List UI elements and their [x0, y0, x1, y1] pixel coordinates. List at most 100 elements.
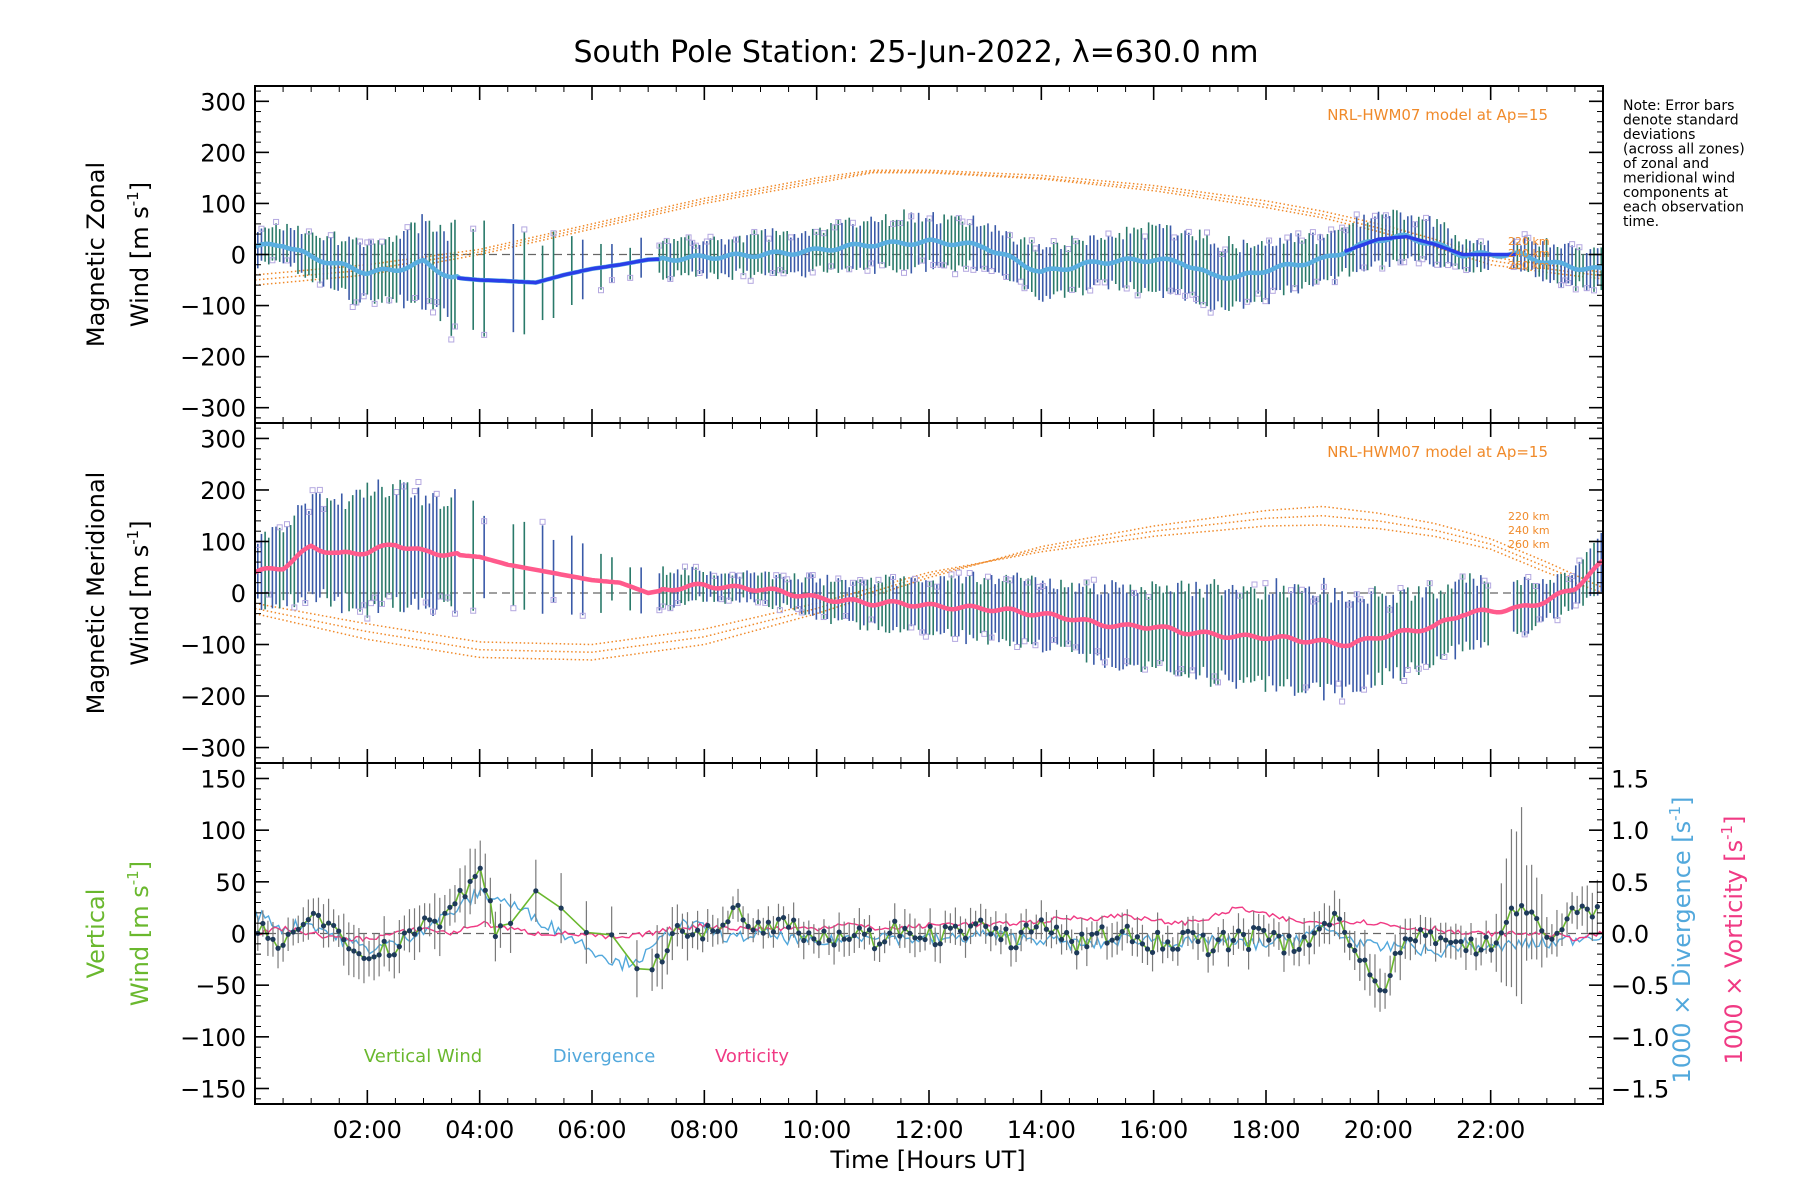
- scatter-point: [1569, 241, 1576, 248]
- vertical-wind-point: [856, 925, 862, 931]
- scatter-point: [984, 573, 991, 580]
- scatter-point: [1397, 585, 1404, 592]
- y-tick-label: 300: [200, 88, 246, 116]
- scatter-point: [908, 213, 915, 220]
- vertical-wind-point: [1493, 940, 1499, 946]
- vertical-wind-point: [315, 912, 322, 918]
- note-line: components at: [1623, 185, 1729, 201]
- vertical-wind-point: [583, 929, 589, 936]
- scatter-point: [795, 606, 802, 613]
- vertical-wind-point: [396, 944, 402, 950]
- scatter-point: [911, 575, 918, 582]
- scatter-point: [1032, 245, 1039, 252]
- scatter-point: [269, 257, 276, 264]
- vertical-wind-point: [1331, 910, 1338, 916]
- y-tick-label: 100: [200, 528, 246, 556]
- scatter-point: [1269, 287, 1276, 294]
- scatter-point: [1072, 238, 1079, 245]
- y-tick-label: −100: [180, 632, 246, 660]
- vertical-wind-point: [932, 942, 938, 948]
- scatter-point: [1017, 278, 1024, 285]
- scatter-point: [411, 295, 418, 302]
- model-curve-zonal-2: [255, 172, 1603, 286]
- vertical-wind-point: [1433, 940, 1439, 947]
- model-altitude-label: 220 km: [1508, 510, 1550, 523]
- vertical-wind-point: [442, 910, 448, 916]
- scatter-point: [660, 603, 667, 610]
- vertical-wind-point: [381, 938, 387, 944]
- y-axis-label-line2: Wind [m s-1]: [124, 182, 154, 327]
- vertical-wind-point: [1311, 930, 1317, 936]
- vertical-wind-point: [710, 928, 716, 934]
- vertical-wind-point: [432, 918, 438, 924]
- scatter-point: [393, 489, 400, 496]
- scatter-point: [692, 242, 699, 249]
- scatter-point: [667, 605, 674, 612]
- vertical-wind-point: [1342, 929, 1348, 935]
- note-line: of zonal and: [1623, 156, 1709, 172]
- vertical-wind-point: [1114, 935, 1120, 941]
- scatter-point: [481, 518, 488, 525]
- scatter-point: [762, 599, 769, 606]
- vertical-wind-point: [1064, 929, 1070, 936]
- vertical-wind-point: [1463, 947, 1469, 954]
- scatter-point: [1134, 292, 1141, 299]
- model-altitude-label: 220 km: [1508, 235, 1550, 248]
- scatter-point: [1361, 264, 1368, 271]
- vertical-wind-point: [1074, 950, 1080, 956]
- x-tick-label: 22:00: [1456, 1116, 1525, 1144]
- y-axis-label-line1: Magnetic Zonal: [82, 162, 110, 347]
- y-tick-label: −300: [180, 735, 246, 763]
- scatter-point: [941, 262, 948, 269]
- scatter-point: [1361, 686, 1368, 693]
- vertical-wind-point: [1513, 911, 1520, 917]
- vertical-wind-point: [406, 928, 413, 934]
- scatter-point: [1317, 234, 1324, 241]
- scatter-point: [776, 607, 783, 614]
- vertical-wind-point: [700, 936, 706, 942]
- scatter-point: [550, 230, 557, 237]
- y-axis-label-line1: Vertical: [82, 889, 110, 979]
- vertical-wind-point: [1438, 935, 1444, 941]
- vertical-wind-point: [1003, 926, 1009, 932]
- vertical-wind-point: [745, 923, 751, 929]
- vertical-wind-point: [356, 951, 362, 957]
- scatter-point: [919, 629, 926, 636]
- x-tick-label: 06:00: [557, 1116, 626, 1144]
- scatter-point: [1050, 637, 1057, 644]
- scatter-point: [1298, 586, 1305, 593]
- scatter-point: [1207, 309, 1214, 316]
- scatter-point: [1021, 638, 1028, 645]
- vertical-wind-point: [861, 931, 868, 937]
- scatter-point: [273, 218, 280, 225]
- scatter-point: [827, 263, 834, 270]
- scatter-point: [1525, 573, 1532, 580]
- scatter-point: [740, 273, 747, 280]
- scatter-point: [364, 615, 371, 622]
- scatter-point: [656, 242, 663, 249]
- scatter-point: [400, 483, 407, 490]
- scatter-point: [1123, 285, 1130, 292]
- vertical-wind-point: [1443, 937, 1449, 943]
- scatter-point: [809, 269, 816, 276]
- vertical-wind-point: [725, 919, 731, 925]
- vertical-wind-point: [1195, 938, 1201, 945]
- vertical-wind-point: [1210, 948, 1216, 954]
- scatter-point: [685, 234, 692, 241]
- scatter-point: [1576, 244, 1583, 251]
- scatter-point: [729, 571, 736, 578]
- vertical-wind-point: [1347, 942, 1353, 948]
- vertical-wind-point: [336, 928, 342, 934]
- scatter-point: [1014, 643, 1021, 650]
- vertical-wind-point: [477, 865, 483, 871]
- scatter-point: [692, 563, 699, 570]
- vertical-wind-line: [257, 866, 1599, 992]
- scatter-point: [1313, 596, 1320, 603]
- vertical-wind-point: [260, 920, 266, 927]
- scatter-point: [1463, 267, 1470, 274]
- scatter-point: [510, 605, 517, 612]
- vertical-wind-point: [1013, 945, 1019, 951]
- scatter-point: [1514, 238, 1521, 245]
- scatter-point: [919, 257, 926, 264]
